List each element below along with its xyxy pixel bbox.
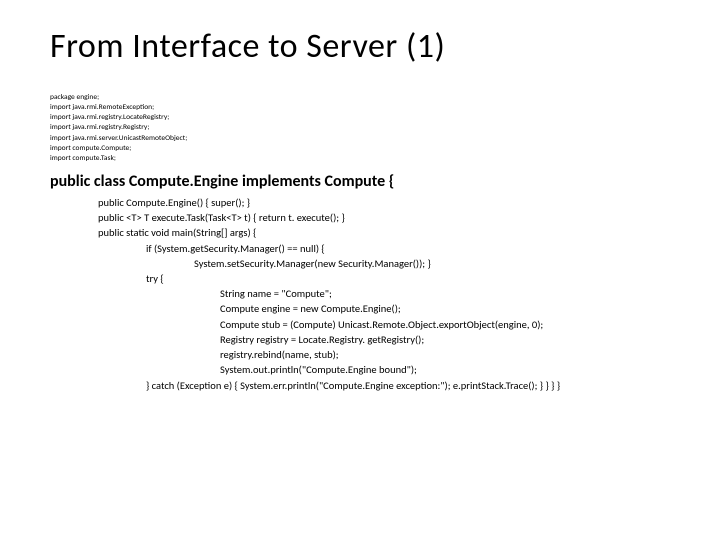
import-line: import java.rmi.RemoteException; xyxy=(50,103,670,113)
class-declaration: public class Compute.Engine implements C… xyxy=(50,172,670,191)
import-line: package engine; xyxy=(50,93,670,103)
code-line: try { xyxy=(50,271,670,286)
import-line: import java.rmi.server.UnicastRemoteObje… xyxy=(50,134,670,144)
import-line: import java.rmi.registry.LocateRegistry; xyxy=(50,113,670,123)
imports-block: package engine; import java.rmi.RemoteEx… xyxy=(50,93,670,164)
code-line: Compute engine = new Compute.Engine(); xyxy=(50,301,670,316)
code-line: String name = "Compute"; xyxy=(50,286,670,301)
code-line: Registry registry = Locate.Registry. get… xyxy=(50,332,670,347)
code-line: if (System.getSecurity.Manager() == null… xyxy=(50,241,670,256)
code-line: } catch (Exception e) { System.err.print… xyxy=(50,378,670,393)
code-line: registry.rebind(name, stub); xyxy=(50,347,670,362)
code-line: public Compute.Engine() { super(); } xyxy=(50,195,670,210)
import-line: import java.rmi.registry.Registry; xyxy=(50,123,670,133)
import-line: import compute.Task; xyxy=(50,154,670,164)
code-line: public static void main(String[] args) { xyxy=(50,225,670,240)
code-body: public Compute.Engine() { super(); } pub… xyxy=(50,195,670,393)
code-line: System.out.println("Compute.Engine bound… xyxy=(50,362,670,377)
code-line: System.setSecurity.Manager(new Security.… xyxy=(50,256,670,271)
code-line: public <T> T execute.Task(Task<T> t) { r… xyxy=(50,210,670,225)
slide-title: From Interface to Server (1) xyxy=(50,26,670,67)
import-line: import compute.Compute; xyxy=(50,144,670,154)
slide: From Interface to Server (1) package eng… xyxy=(0,0,720,540)
code-line: Compute stub = (Compute) Unicast.Remote.… xyxy=(50,317,670,332)
